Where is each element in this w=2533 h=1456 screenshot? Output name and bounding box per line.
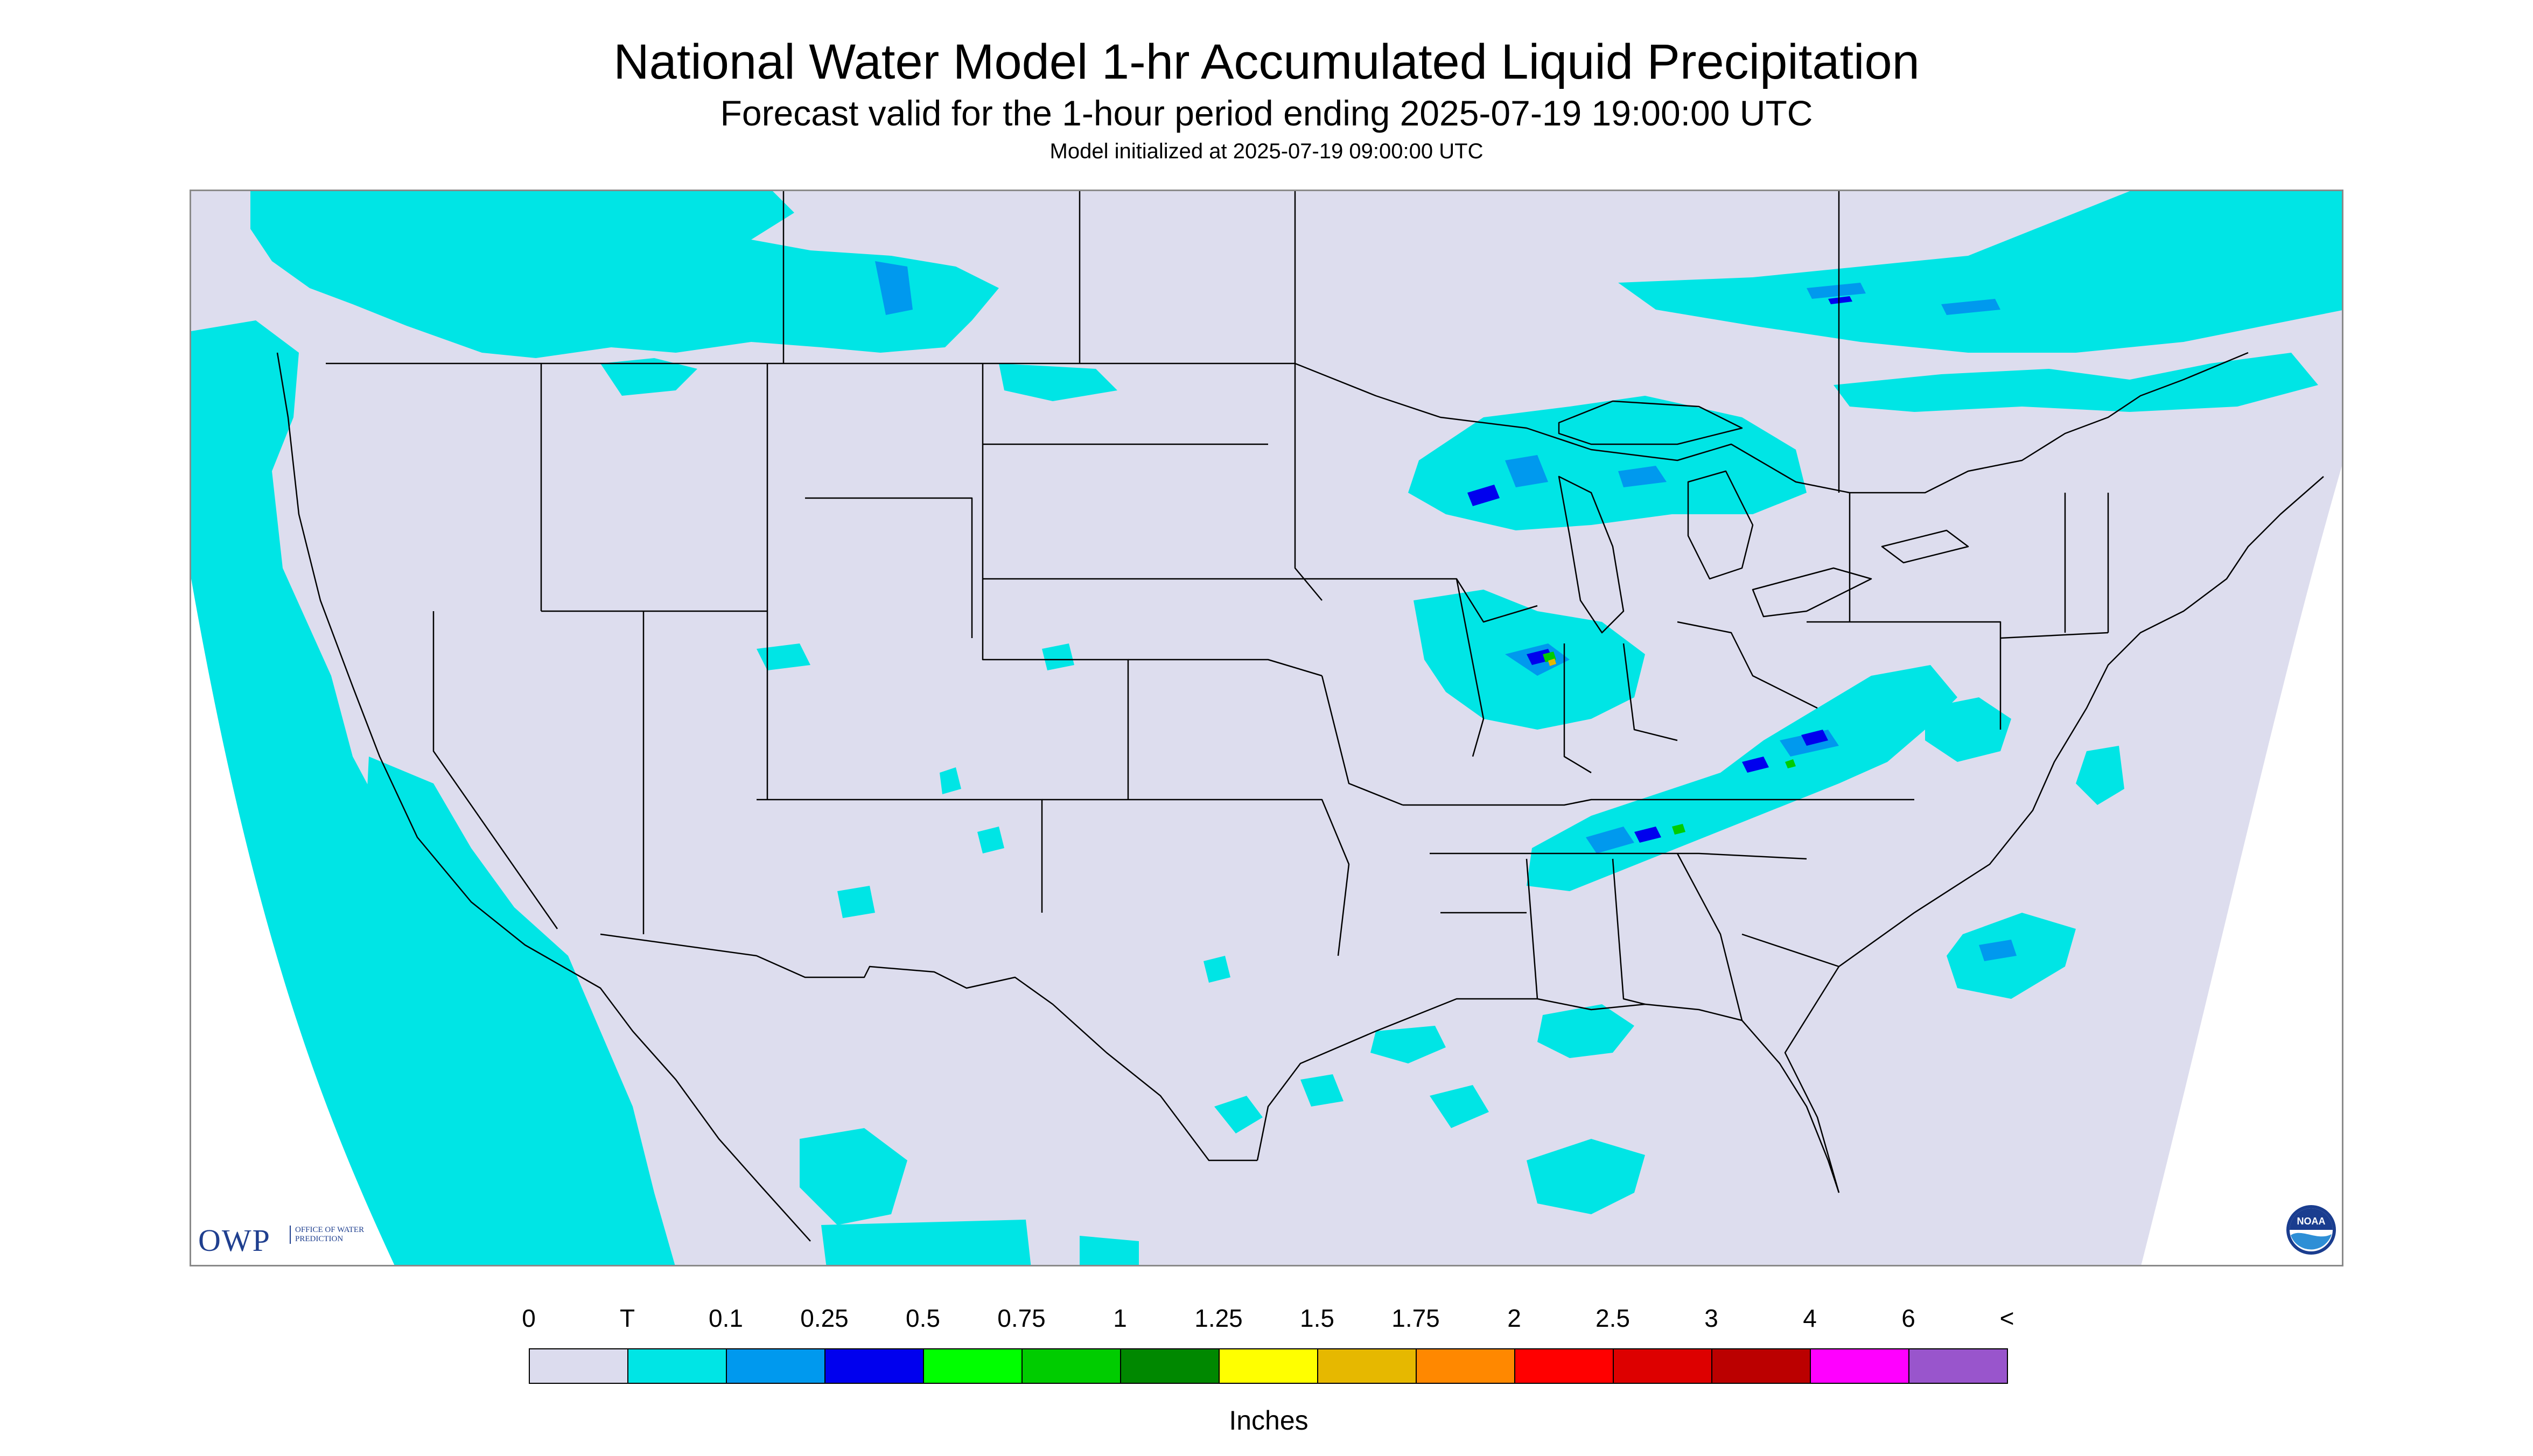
legend-label: 0.5 bbox=[906, 1304, 940, 1332]
precip-1-5-areas bbox=[1548, 659, 1556, 666]
map-title: National Water Model 1-hr Accumulated Li… bbox=[613, 34, 1920, 89]
map-subtitle: Forecast valid for the 1-hour period end… bbox=[720, 93, 1813, 133]
model-domain bbox=[191, 191, 2342, 1265]
legend-swatch bbox=[1219, 1348, 1318, 1384]
legend-label: < bbox=[1999, 1304, 2014, 1332]
precipitation-map bbox=[190, 190, 2343, 1266]
legend-swatch bbox=[627, 1348, 727, 1384]
legend-label: 1.75 bbox=[1391, 1304, 1440, 1332]
legend-swatch bbox=[1810, 1348, 1909, 1384]
legend-swatch bbox=[1317, 1348, 1417, 1384]
noaa-logo-text: NOAA bbox=[2297, 1216, 2326, 1227]
legend-swatch bbox=[1120, 1348, 1220, 1384]
color-legend: 0 T 0.1 0.25 0.5 0.75 1 1.25 1.5 1.75 2 2.5 3 4 6 < Inc… bbox=[522, 1292, 2014, 1436]
legend-swatch bbox=[824, 1348, 924, 1384]
precip-trace-areas bbox=[191, 191, 2342, 1265]
legend-label: 1.25 bbox=[1194, 1304, 1243, 1332]
legend-label: 0.1 bbox=[709, 1304, 743, 1332]
legend-swatch bbox=[923, 1348, 1023, 1384]
legend-label: 6 bbox=[1901, 1304, 1915, 1332]
noaa-logo: NOAA bbox=[2286, 1205, 2336, 1255]
legend-swatch bbox=[1021, 1348, 1121, 1384]
legend-label: 1.5 bbox=[1300, 1304, 1334, 1332]
legend-swatch bbox=[1514, 1348, 1614, 1384]
legend-label: 2.5 bbox=[1596, 1304, 1630, 1332]
model-init-text: Model initialized at 2025-07-19 09:00:00… bbox=[1049, 139, 1484, 163]
legend-label: 0.75 bbox=[997, 1304, 1046, 1332]
legend-swatch bbox=[1613, 1348, 1712, 1384]
precip-0-5-areas bbox=[1543, 652, 1796, 835]
legend-swatch bbox=[726, 1348, 825, 1384]
legend-label: 4 bbox=[1803, 1304, 1817, 1332]
legend-swatch bbox=[1416, 1348, 1515, 1384]
legend-label: 2 bbox=[1507, 1304, 1521, 1332]
owp-logo-subtext: OFFICE OF WATER PREDICTION bbox=[290, 1226, 370, 1244]
legend-swatch bbox=[1908, 1348, 2008, 1384]
map-canvas bbox=[191, 191, 2342, 1265]
legend-label: 0 bbox=[522, 1304, 536, 1332]
legend-label: 1 bbox=[1113, 1304, 1127, 1332]
legend-label: 3 bbox=[1704, 1304, 1718, 1332]
legend-swatch bbox=[529, 1348, 628, 1384]
legend-swatch bbox=[1711, 1348, 1811, 1384]
boundaries bbox=[276, 191, 2324, 1242]
owp-logo: OWP OFFICE OF WATER PREDICTION bbox=[198, 1223, 370, 1258]
owp-logo-text: OWP bbox=[198, 1223, 271, 1258]
legend-label: 0.25 bbox=[800, 1304, 849, 1332]
precip-0-25-areas bbox=[1467, 296, 1852, 843]
legend-label: T bbox=[619, 1304, 635, 1332]
legend-units: Inches bbox=[1229, 1405, 1309, 1436]
